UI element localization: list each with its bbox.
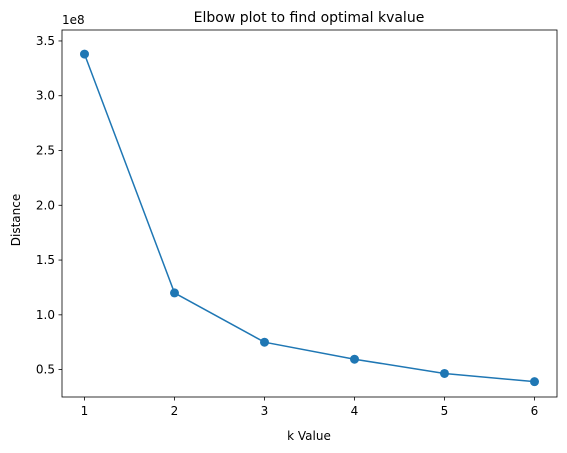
x-tick-label: 6 (531, 404, 539, 418)
y-tick-label: 3.0 (36, 89, 55, 103)
data-point (170, 288, 179, 298)
y-tick-label: 2.0 (36, 198, 55, 212)
y-offset-label: 1e8 (62, 13, 85, 27)
data-point (530, 377, 539, 387)
y-ticks: 0.5 1.0 1.5 2.0 2.5 3.0 3.5 (36, 34, 62, 377)
x-tick-label: 2 (171, 404, 179, 418)
x-ticks: 1 2 3 4 5 6 (81, 397, 539, 418)
y-tick-label: 1.0 (36, 308, 55, 322)
data-point (80, 49, 89, 59)
y-tick-label: 3.5 (36, 34, 55, 48)
x-tick-label: 3 (261, 404, 269, 418)
series-layer (80, 49, 539, 387)
data-point (350, 354, 359, 364)
y-tick-label: 2.5 (36, 144, 55, 158)
y-tick-label: 0.5 (36, 363, 55, 377)
data-point (260, 337, 269, 347)
x-tick-label: 4 (351, 404, 359, 418)
data-point (440, 368, 449, 378)
chart-title: Elbow plot to find optimal kvalue (194, 10, 425, 26)
x-tick-label: 5 (441, 404, 449, 418)
x-axis-label: k Value (287, 429, 331, 443)
y-axis-label: Distance (9, 194, 23, 246)
y-tick-label: 1.5 (36, 253, 55, 267)
series-line (83, 53, 535, 383)
x-tick-label: 1 (81, 404, 89, 418)
plot-frame (61, 29, 558, 398)
